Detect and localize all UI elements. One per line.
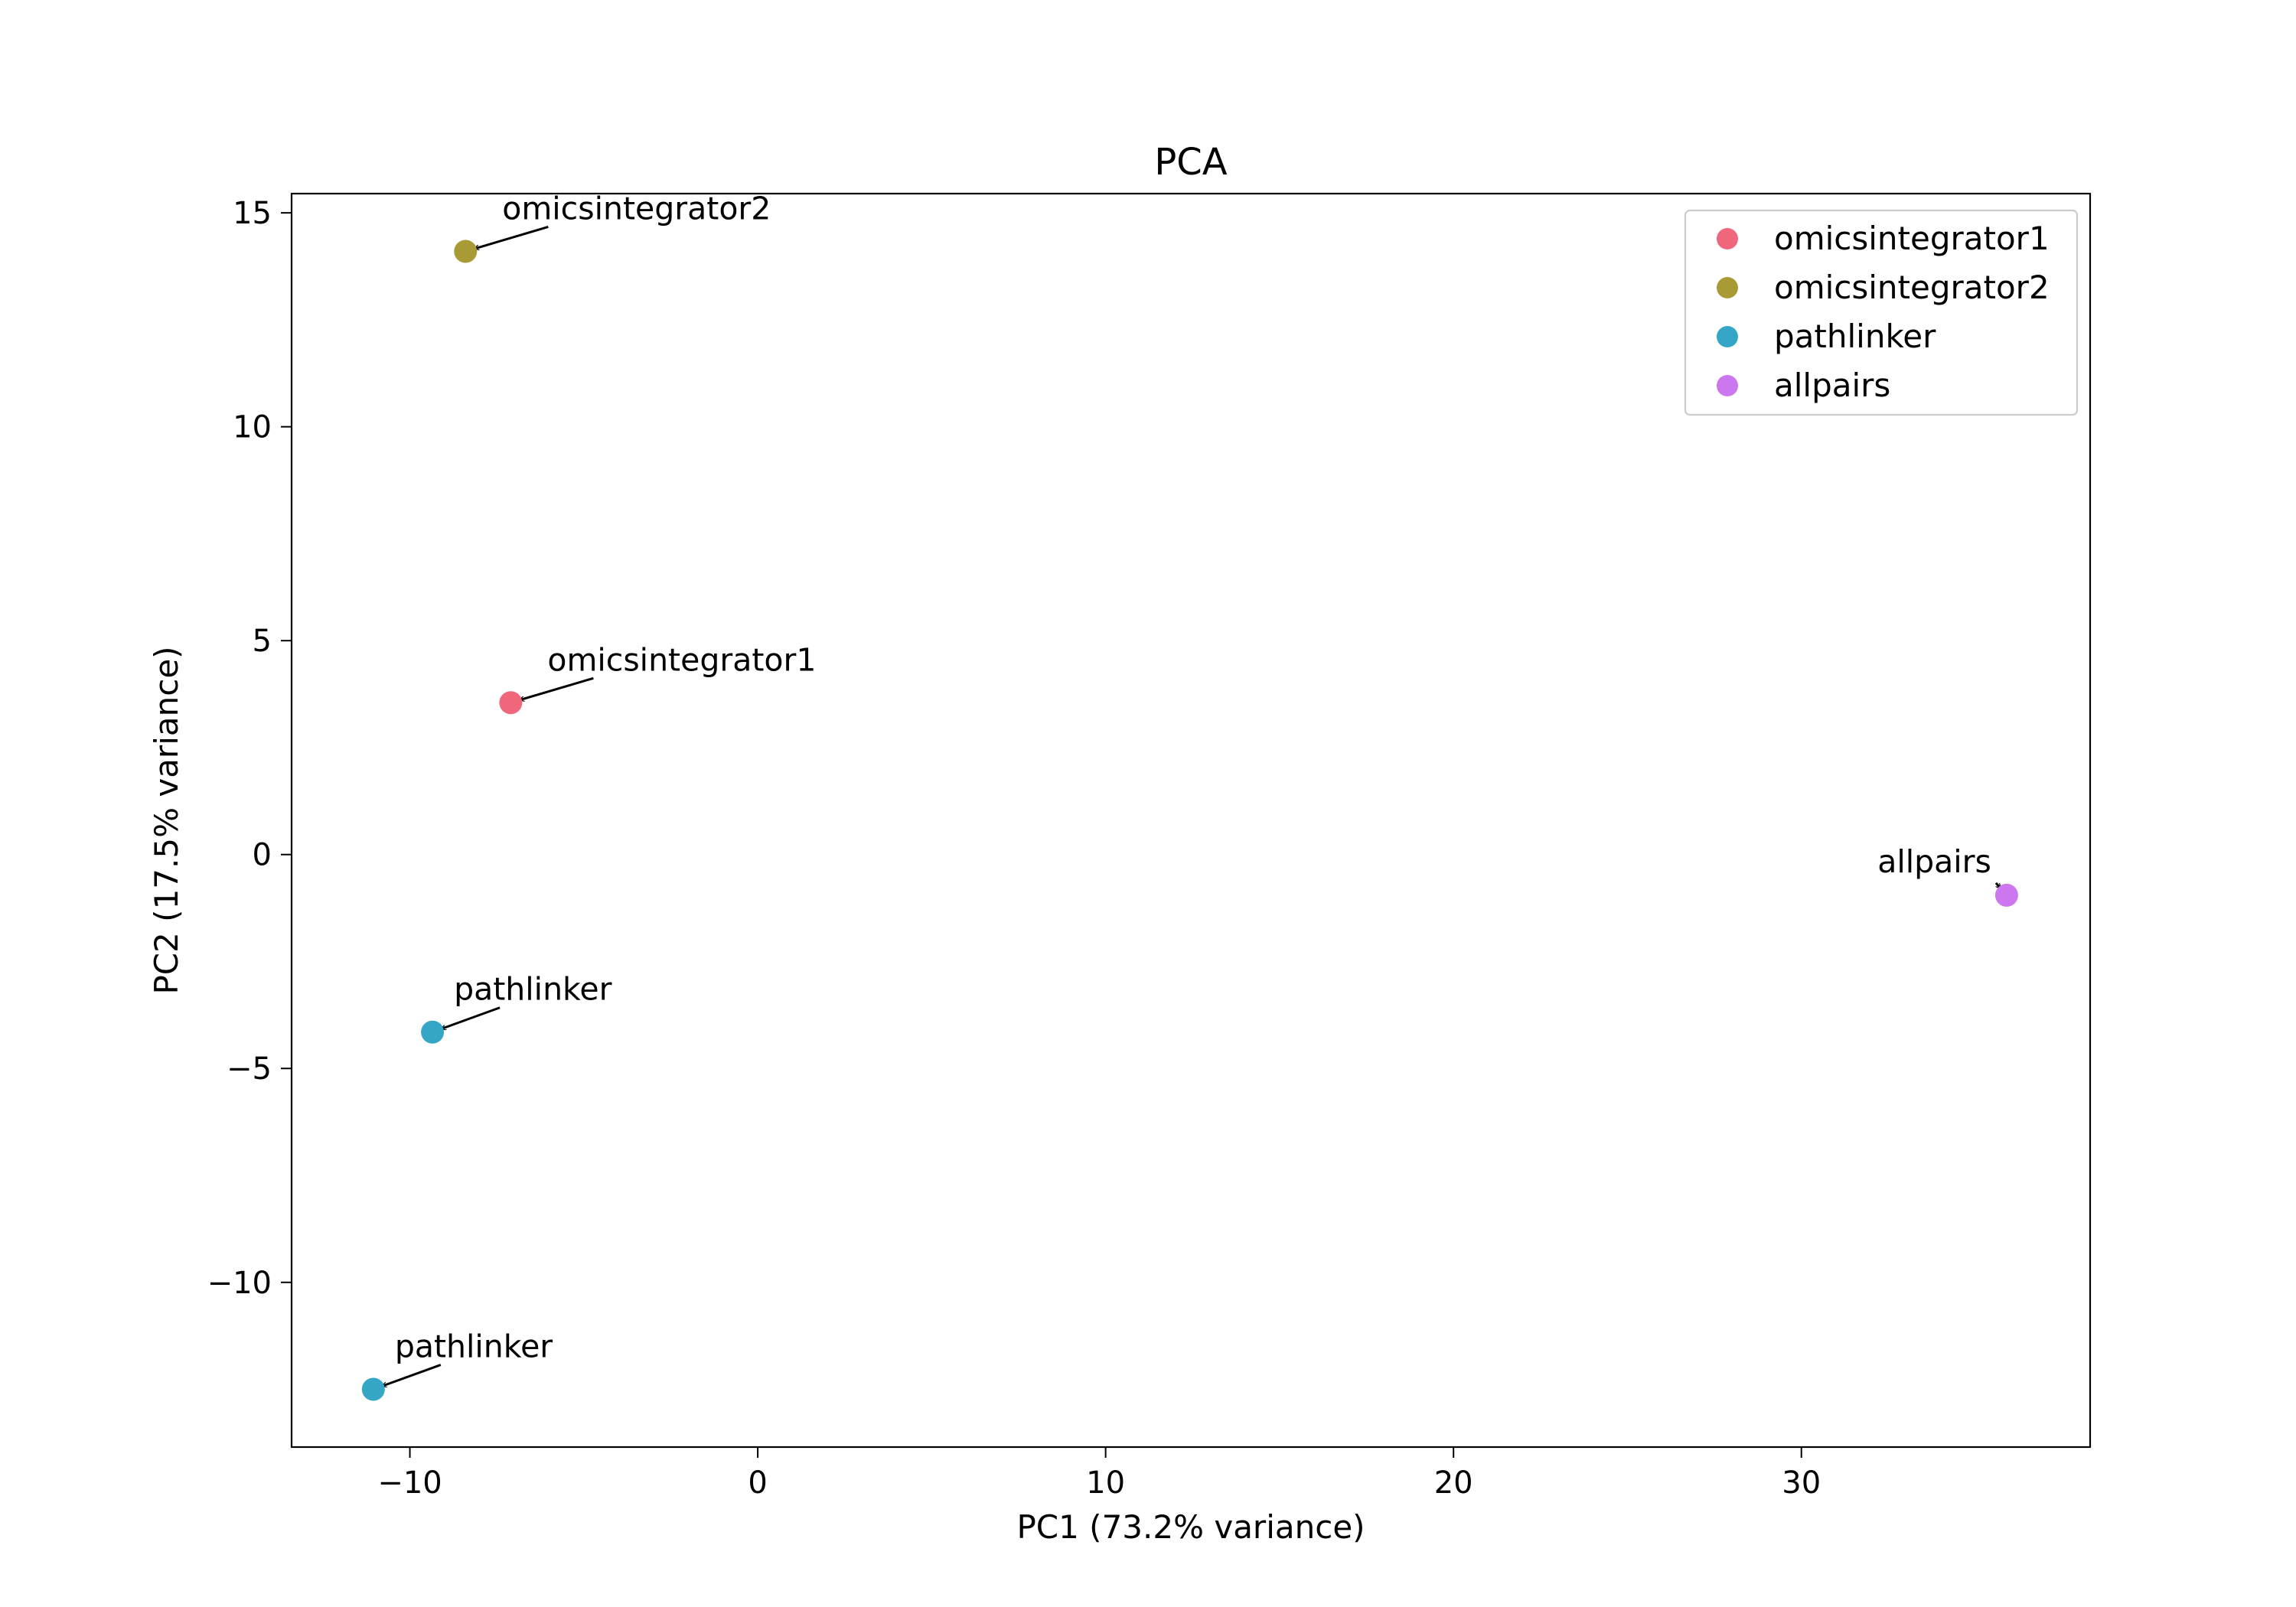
legend-entry-pathlinker: pathlinker: [1774, 318, 1936, 355]
y-tick-label: 0: [253, 838, 272, 873]
annotation-arrow: [382, 1364, 442, 1387]
legend-entry-allpairs: allpairs: [1774, 367, 1890, 404]
data-point-allpairs: [1994, 883, 2018, 907]
legend-marker-omicsintegrator1: [1717, 228, 1738, 249]
x-tick-label: 0: [748, 1465, 767, 1501]
legend-marker-omicsintegrator2: [1717, 277, 1738, 298]
point-annotation-label: pathlinker: [395, 1328, 553, 1365]
data-point-pathlinker: [421, 1020, 445, 1044]
legend-entry-omicsintegrator2: omicsintegrator2: [1774, 269, 2050, 306]
point-annotation-label: omicsintegrator1: [547, 641, 816, 678]
chart-title: PCA: [1154, 141, 1227, 184]
annotation-arrow: [441, 1006, 501, 1029]
legend-box: [1684, 209, 2079, 416]
annotation-arrow: [520, 676, 594, 700]
y-axis: −10 −5 0 5 10 15: [207, 196, 292, 1301]
point-annotation-label: omicsintegrator2: [502, 190, 771, 227]
x-tick-label: 10: [1086, 1465, 1125, 1501]
point-annotation-label: pathlinker: [454, 971, 612, 1008]
y-tick-label: 5: [253, 624, 272, 659]
x-tick-label: 30: [1782, 1465, 1821, 1501]
data-point-omicsintegrator1: [499, 691, 523, 715]
annotation-arrow: [475, 226, 549, 249]
point-annotation-label: allpairs: [1877, 843, 1991, 880]
legend-entry-omicsintegrator1: omicsintegrator1: [1774, 220, 2050, 257]
y-tick-label: 15: [233, 196, 272, 231]
data-point-omicsintegrator2: [454, 240, 478, 263]
x-tick-label: 20: [1434, 1465, 1473, 1501]
y-tick-label: −5: [227, 1051, 272, 1087]
y-tick-label: 10: [233, 410, 272, 445]
x-axis-label: PC1 (73.2% variance): [1016, 1508, 1365, 1546]
legend: omicsintegrator1 omicsintegrator2 pathlink…: [1684, 209, 2079, 416]
plot-frame: [290, 192, 2092, 1449]
x-axis: −10 0 10 20 30: [377, 1447, 1821, 1501]
data-point-pathlinker: [361, 1377, 385, 1401]
legend-marker-allpairs: [1717, 375, 1738, 396]
plot-area: omicsintegrator1 omicsintegrator2 pathlink…: [361, 190, 2018, 1401]
y-tick-label: −10: [207, 1266, 272, 1301]
legend-marker-pathlinker: [1717, 326, 1738, 347]
x-tick-label: −10: [377, 1465, 442, 1501]
y-axis-label: PC2 (17.5% variance): [148, 646, 185, 994]
